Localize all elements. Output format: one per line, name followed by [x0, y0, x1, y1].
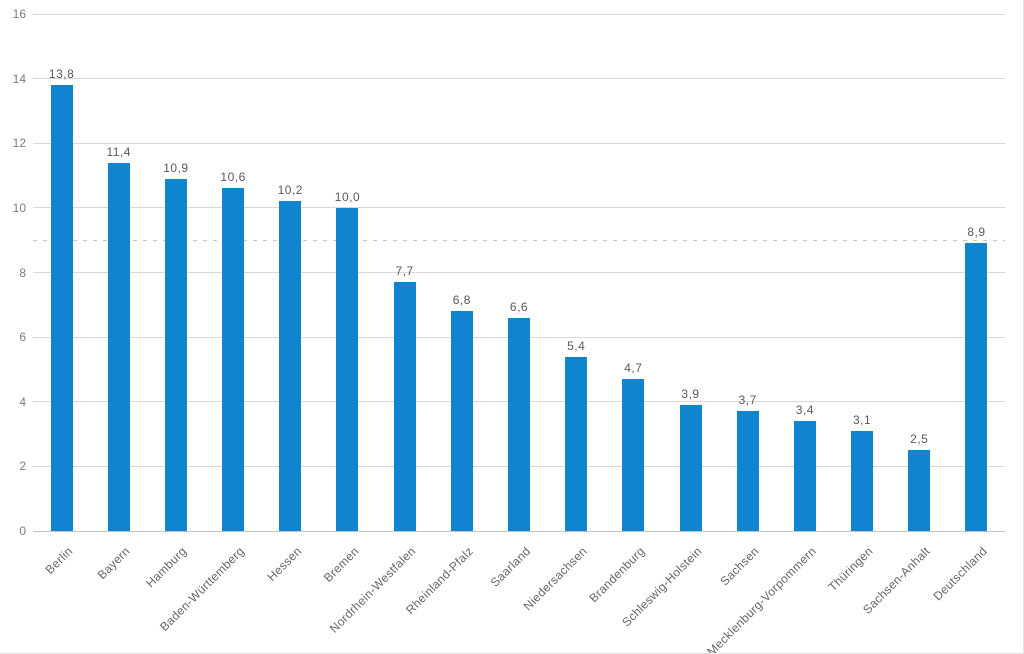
bar-hessen — [279, 201, 302, 531]
bar-value-label: 7,7 — [395, 264, 414, 279]
bar-sachsen — [736, 411, 759, 531]
x-axis-label: Berlin — [42, 544, 76, 577]
bar-value-label: 10,0 — [334, 189, 361, 204]
bar-value-label: 3,7 — [738, 393, 757, 408]
bar-bremen — [336, 207, 359, 531]
gridline-8 — [33, 272, 1005, 273]
y-axis-tick-label-14: 14 — [12, 71, 26, 86]
bar-rheinland-pfalz — [450, 311, 473, 531]
x-axis-label: Deutschland — [930, 544, 991, 604]
bar-schleswig-holstein — [679, 404, 702, 531]
gridline-14 — [33, 78, 1005, 80]
bar-value-label: 3,4 — [795, 403, 814, 418]
bar-berlin — [50, 85, 73, 531]
bar-hamburg — [164, 178, 187, 531]
bar-value-label: 8,9 — [967, 225, 986, 240]
bar-value-label: 10,9 — [163, 160, 189, 175]
bar-deutschland — [965, 243, 988, 531]
bar-value-label: 6,6 — [509, 299, 529, 314]
bar-th-ringen — [851, 430, 874, 531]
y-axis-tick-label-2: 2 — [19, 459, 26, 474]
bar-value-label: 10,2 — [277, 183, 303, 198]
bar-value-label: 2,5 — [910, 432, 929, 447]
gridline-16 — [33, 13, 1005, 15]
bar-saarland — [508, 317, 530, 531]
x-axis-label: Thüringen — [825, 544, 876, 595]
x-axis-label: Hamburg — [143, 544, 190, 591]
bar-value-label: 4,7 — [624, 361, 643, 376]
x-axis-label: Saarland — [487, 544, 533, 590]
gridline-10 — [33, 207, 1005, 209]
x-axis-label: Bremen — [320, 544, 362, 585]
y-axis-tick-label-10: 10 — [12, 200, 26, 215]
bar-value-label: 6,8 — [452, 293, 471, 308]
bar-niedersachsen — [565, 356, 588, 531]
reference-line — [33, 240, 1005, 242]
gridline-12 — [33, 142, 1005, 144]
bar-mecklenburg-vorpommern — [793, 421, 816, 531]
bar-value-label: 5,4 — [567, 338, 586, 353]
y-axis-tick-label-4: 4 — [19, 394, 26, 409]
x-axis-label: Brandenburg — [585, 544, 648, 606]
x-axis-label: Mecklenburg-Vorpommern — [704, 544, 819, 654]
y-axis-tick-label-8: 8 — [19, 265, 26, 280]
bar-bayern — [107, 162, 130, 531]
y-axis-tick-label-0: 0 — [19, 524, 26, 538]
bar-value-label: 3,9 — [681, 386, 700, 401]
y-axis-tick-label-12: 12 — [12, 136, 26, 151]
x-axis-label: Sachsen — [717, 544, 762, 589]
bar-value-label: 13,8 — [48, 67, 75, 82]
bar-baden-w-rttemberg — [222, 188, 245, 531]
bar-value-label: 3,1 — [852, 412, 872, 427]
bar-brandenburg — [622, 379, 645, 531]
plot-area: 13,8 11,4 10,9 10,6 10,2 10,0 7,7 6,8 6,6 5,4 4,7 3… — [33, 13, 1005, 532]
y-axis-tick-label-16: 16 — [12, 7, 26, 21]
bar-nordrhein-westfalen — [393, 282, 416, 531]
bar-sachsen-anhalt — [908, 450, 931, 531]
y-axis-tick-label-6: 6 — [19, 330, 26, 345]
x-axis-label: Bayern — [94, 544, 133, 583]
x-axis-baseline — [33, 530, 1005, 532]
bar-value-label: 11,4 — [106, 144, 131, 159]
x-axis-label: Hessen — [264, 544, 305, 584]
bar-value-label: 10,6 — [220, 170, 246, 185]
